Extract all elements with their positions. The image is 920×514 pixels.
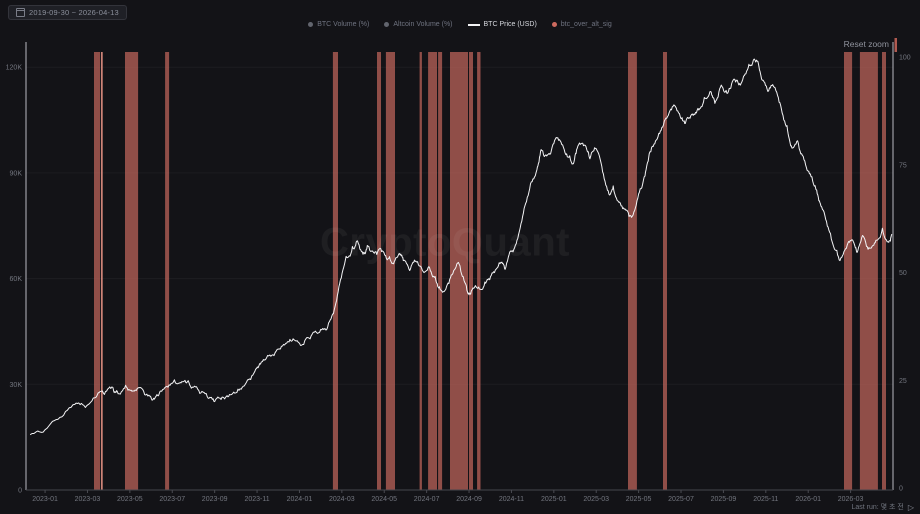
signal-band: [628, 52, 637, 490]
legend-circle-marker: [308, 22, 314, 27]
x-tick-label: 2023-01: [32, 496, 58, 503]
date-range-badge[interactable]: 2019-09-30 ~ 2026-04-13: [8, 5, 127, 20]
date-range-label: 2019-09-30 ~ 2026-04-13: [29, 8, 119, 17]
y-tick-label-left: 60K: [10, 276, 23, 283]
signal-band: [450, 52, 468, 490]
x-tick-label: 2026-01: [795, 496, 821, 503]
signal-band: [419, 52, 422, 490]
x-tick-label: 2024-05: [371, 496, 397, 503]
signal-band: [859, 52, 878, 490]
signal-band: [477, 52, 481, 490]
legend-label: BTC Price (USD): [483, 21, 537, 28]
play-icon[interactable]: ▷: [907, 502, 914, 512]
calendar-icon: [16, 8, 25, 17]
x-tick-label: 2023-07: [159, 496, 185, 503]
signal-band: [101, 52, 103, 490]
signal-band: [663, 52, 667, 490]
y-tick-label-left: 120K: [6, 65, 23, 72]
legend-label: BTC Volume (%): [317, 21, 370, 28]
y-tick-label-right: 0: [899, 486, 903, 493]
x-tick-label: 2026-03: [838, 496, 864, 503]
legend-label: Altcoin Volume (%): [393, 21, 453, 28]
live-band-marker: [894, 38, 897, 52]
y-tick-label-right: 50: [899, 270, 907, 277]
signal-band: [385, 52, 395, 490]
x-tick-label: 2025-07: [668, 496, 694, 503]
y-tick-label-right: 25: [899, 378, 907, 385]
x-tick-label: 2024-03: [329, 496, 355, 503]
y-tick-label-left: 30K: [10, 382, 23, 389]
x-tick-label: 2025-11: [753, 496, 778, 503]
y-tick-label-right: 75: [899, 162, 907, 169]
x-tick-label: 2024-01: [287, 496, 313, 503]
x-tick-label: 2024-11: [499, 496, 524, 503]
signal-band: [125, 52, 139, 490]
x-tick-label: 2023-09: [202, 496, 228, 503]
legend-item-altcoin-volume-[interactable]: Altcoin Volume (%): [384, 21, 453, 28]
y-tick-label-right: 100: [899, 55, 911, 62]
y-tick-label-left: 90K: [10, 170, 23, 177]
x-tick-label: 2025-09: [711, 496, 737, 503]
legend-label: btc_over_alt_sig: [560, 21, 612, 28]
signal-band: [428, 52, 437, 490]
y-tick-label-left: 0: [18, 488, 22, 495]
signal-band: [377, 52, 381, 490]
x-tick-label: 2024-07: [414, 496, 440, 503]
x-tick-label: 2023-03: [75, 496, 101, 503]
chart-legend: BTC Volume (%) Altcoin Volume (%) BTC Pric…: [0, 21, 920, 28]
signal-band: [94, 52, 101, 490]
x-tick-label: 2023-05: [117, 496, 143, 503]
signal-band: [438, 52, 443, 490]
x-tick-label: 2025-01: [541, 496, 567, 503]
x-tick-label: 2024-09: [456, 496, 482, 503]
x-tick-label: 2025-03: [583, 496, 609, 503]
x-tick-label: 2023-11: [244, 496, 269, 503]
signal-band: [844, 52, 853, 490]
legend-circle-marker: [384, 22, 390, 27]
signal-band: [469, 52, 473, 490]
last-run-label: Last run: 몇 초 전: [851, 504, 904, 511]
x-tick-label: 2025-05: [626, 496, 652, 503]
signal-band: [332, 52, 338, 490]
legend-item-btc-volume-[interactable]: BTC Volume (%): [308, 21, 369, 28]
signal-band: [882, 52, 886, 490]
last-run-status: Last run: 몇 초 전 ▷: [851, 502, 914, 512]
signal-band: [165, 52, 170, 490]
legend-item-btc-price-usd-[interactable]: BTC Price (USD): [467, 21, 537, 28]
legend-circle-marker: [551, 22, 557, 27]
legend-line-marker: [467, 23, 480, 26]
btc-price-line: [29, 58, 893, 436]
legend-item-btc-over-alt-sig[interactable]: btc_over_alt_sig: [551, 21, 612, 28]
reset-zoom-button[interactable]: Reset zoom: [840, 37, 893, 51]
